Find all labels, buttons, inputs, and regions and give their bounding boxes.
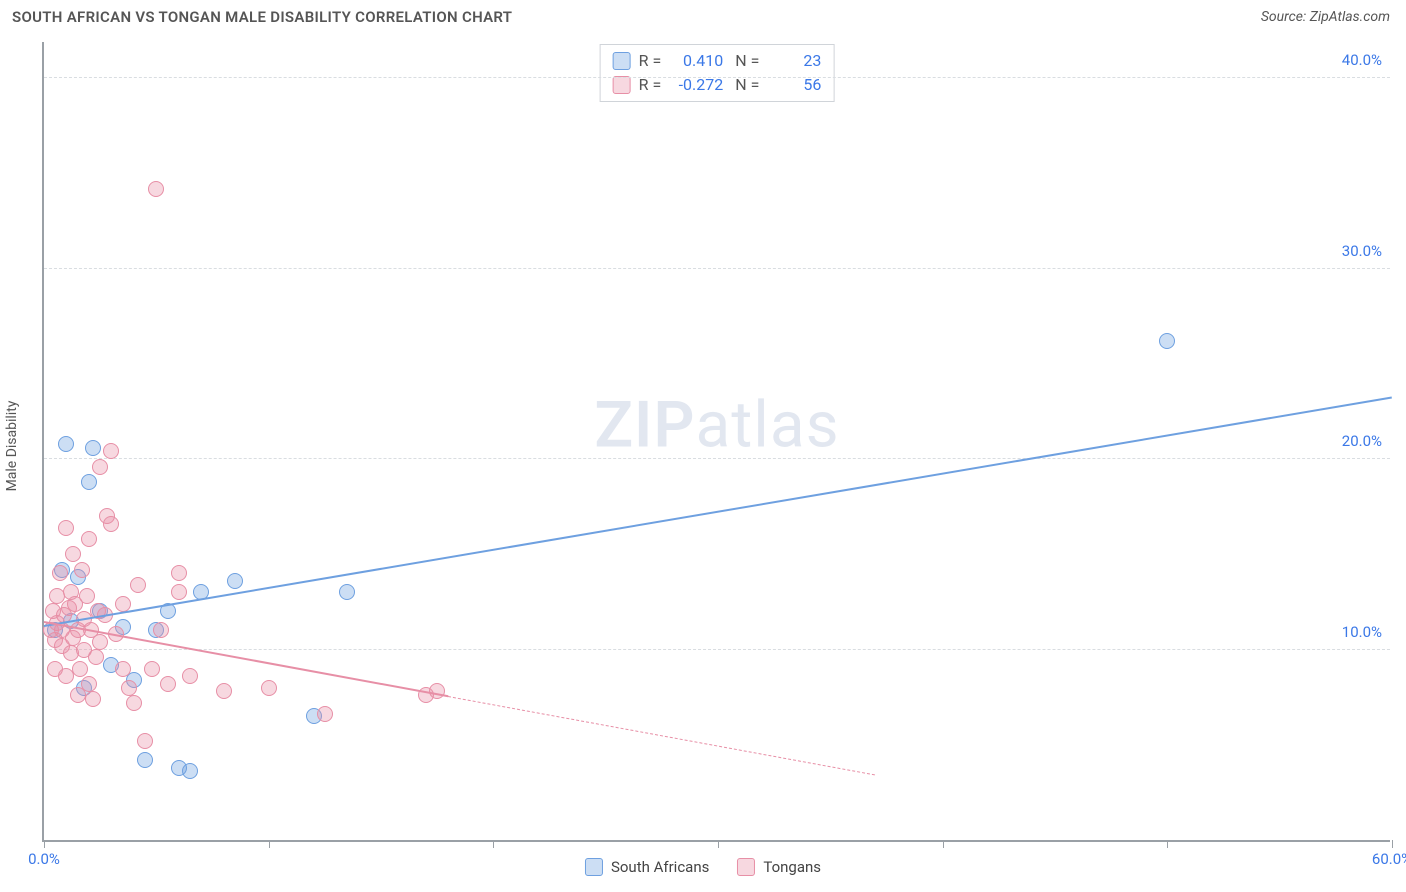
- x-tick: [269, 840, 270, 848]
- data-point: [121, 680, 137, 696]
- x-tick: [493, 840, 494, 848]
- gridline: [44, 268, 1390, 269]
- gridline: [44, 77, 1390, 78]
- data-point: [130, 577, 146, 593]
- x-tick: [1167, 840, 1168, 848]
- data-point: [85, 691, 101, 707]
- trend-line: [44, 396, 1392, 627]
- trend-line: [448, 696, 875, 775]
- y-tick-label: 40.0%: [1342, 51, 1382, 69]
- data-point: [72, 661, 88, 677]
- data-point: [1159, 333, 1175, 349]
- x-tick: [1392, 840, 1393, 848]
- y-tick-label: 30.0%: [1342, 242, 1382, 260]
- data-point: [92, 459, 108, 475]
- stats-legend: R = 0.410 N = 23 R = -0.272 N = 56: [600, 44, 835, 102]
- data-point: [339, 584, 355, 600]
- gridline: [44, 649, 1390, 650]
- legend-label: Tongans: [763, 858, 821, 876]
- data-point: [65, 546, 81, 562]
- chart-source: Source: ZipAtlas.com: [1261, 9, 1390, 25]
- data-point: [115, 596, 131, 612]
- legend-item-tongans: Tongans: [737, 858, 821, 876]
- x-tick-label: 60.0%: [1372, 850, 1406, 868]
- data-point: [81, 531, 97, 547]
- x-tick-label: 0.0%: [28, 850, 60, 868]
- data-point: [79, 588, 95, 604]
- x-tick: [943, 840, 944, 848]
- chart-title: SOUTH AFRICAN VS TONGAN MALE DISABILITY …: [12, 8, 512, 26]
- data-point: [92, 634, 108, 650]
- y-axis-label: Male Disability: [4, 401, 20, 492]
- gridline: [44, 458, 1390, 459]
- data-point: [261, 680, 277, 696]
- legend-item-south-africans: South Africans: [585, 858, 709, 876]
- data-point: [148, 181, 164, 197]
- data-point: [103, 443, 119, 459]
- data-point: [74, 562, 90, 578]
- series-legend: South Africans Tongans: [585, 858, 821, 876]
- data-point: [115, 661, 131, 677]
- data-point: [144, 661, 160, 677]
- data-point: [160, 676, 176, 692]
- chart-plot-area: ZIPatlas R = 0.410 N = 23 R = -0.272 N =…: [42, 42, 1390, 842]
- data-point: [153, 622, 169, 638]
- data-point: [85, 440, 101, 456]
- watermark: ZIPatlas: [594, 388, 839, 463]
- data-point: [137, 733, 153, 749]
- data-point: [182, 668, 198, 684]
- swatch-south-africans: [585, 858, 603, 876]
- x-tick: [44, 840, 45, 848]
- data-point: [137, 752, 153, 768]
- swatch-south-africans: [613, 52, 631, 70]
- swatch-tongans: [737, 858, 755, 876]
- data-point: [182, 763, 198, 779]
- y-tick-label: 20.0%: [1342, 432, 1382, 450]
- y-tick-label: 10.0%: [1342, 623, 1382, 641]
- data-point: [103, 516, 119, 532]
- data-point: [171, 584, 187, 600]
- legend-label: South Africans: [611, 858, 709, 876]
- data-point: [317, 706, 333, 722]
- data-point: [126, 695, 142, 711]
- swatch-tongans: [613, 76, 631, 94]
- data-point: [58, 436, 74, 452]
- x-tick: [718, 840, 719, 848]
- data-point: [81, 676, 97, 692]
- data-point: [81, 474, 97, 490]
- data-point: [88, 649, 104, 665]
- data-point: [171, 565, 187, 581]
- data-point: [58, 520, 74, 536]
- data-point: [52, 565, 68, 581]
- data-point: [227, 573, 243, 589]
- stats-row-south-africans: R = 0.410 N = 23: [613, 49, 822, 73]
- data-point: [216, 683, 232, 699]
